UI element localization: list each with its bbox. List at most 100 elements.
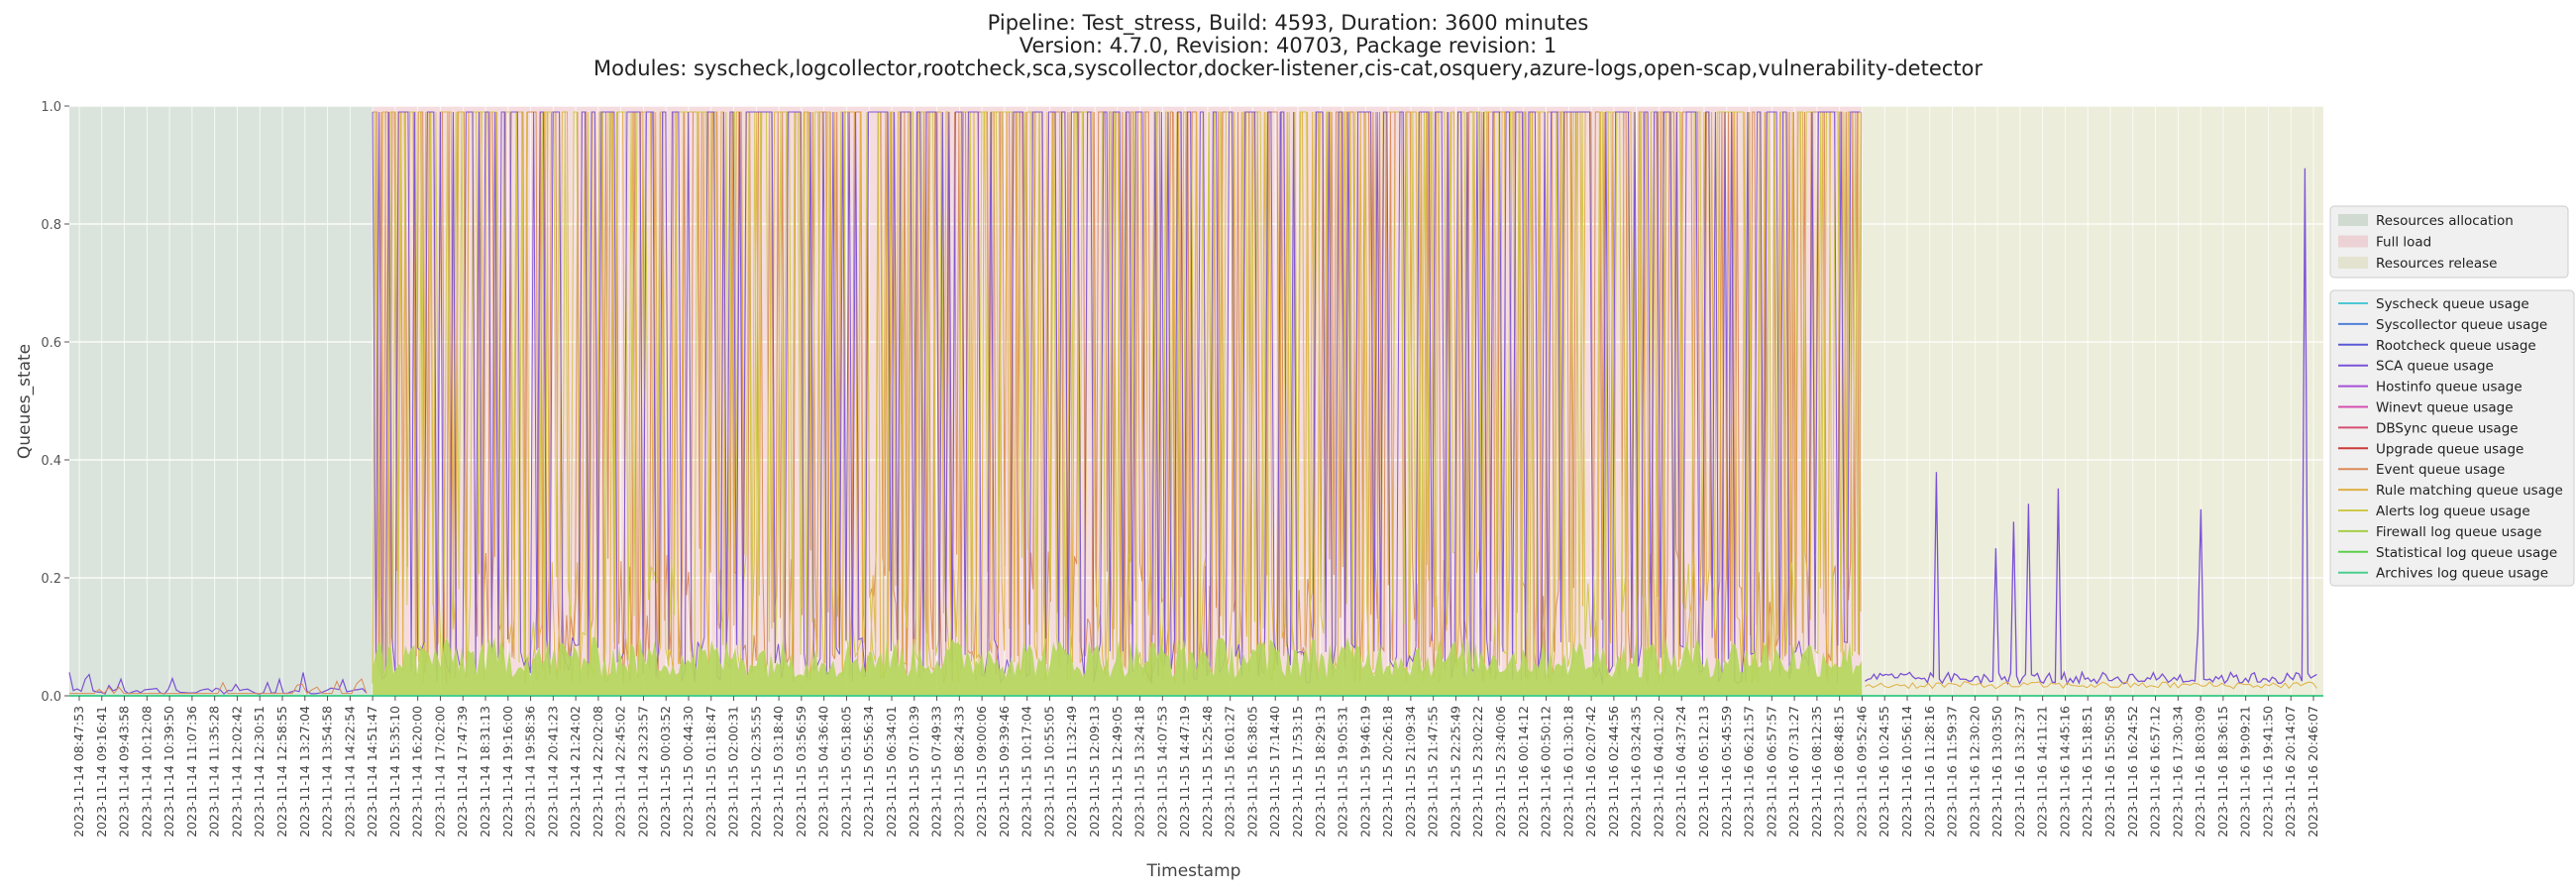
event-series-alloc [69, 678, 368, 695]
x-tick-label: 2023-11-15 15:25:48 [1200, 706, 1215, 838]
x-tick-label: 2023-11-15 14:07:53 [1154, 706, 1169, 838]
x-tick-label: 2023-11-15 05:18:05 [838, 706, 853, 838]
x-tick-label: 2023-11-14 19:58:36 [523, 706, 538, 838]
x-tick-label: 2023-11-16 15:50:58 [2102, 706, 2117, 838]
x-tick-label: 2023-11-16 18:03:09 [2193, 706, 2207, 838]
x-tick-label: 2023-11-15 19:05:31 [1336, 706, 1350, 838]
x-tick-label: 2023-11-15 17:14:40 [1267, 706, 1282, 838]
x-tick-label: 2023-11-15 20:26:18 [1380, 706, 1395, 838]
x-tick-label: 2023-11-14 17:02:00 [432, 706, 447, 838]
series-legend-box [2329, 289, 2575, 587]
x-tick-label: 2023-11-16 19:41:50 [2260, 706, 2275, 838]
x-tick-label: 2023-11-16 05:45:59 [1719, 706, 1734, 838]
x-tick-label: 2023-11-14 11:35:28 [207, 706, 222, 838]
x-tick-label: 2023-11-15 10:55:05 [1041, 706, 1056, 838]
x-tick-label: 2023-11-16 05:12:13 [1696, 706, 1711, 838]
series-legend-label: DBSync queue usage [2376, 420, 2519, 436]
x-tick-label: 2023-11-16 02:07:42 [1583, 706, 1598, 838]
x-tick-label: 2023-11-16 08:48:15 [1832, 706, 1847, 838]
x-tick-label: 2023-11-16 04:37:24 [1673, 706, 1688, 838]
phase-legend-label: Resources allocation [2376, 213, 2514, 229]
x-tick-label: 2023-11-14 15:35:10 [387, 706, 402, 838]
series-allocation-phase [68, 672, 368, 695]
x-tick-label: 2023-11-14 11:07:36 [184, 706, 199, 838]
x-tick-label: 2023-11-16 13:32:37 [2012, 706, 2027, 838]
x-tick-label: 2023-11-15 23:02:22 [1470, 706, 1485, 838]
x-tick-label: 2023-11-15 16:38:05 [1244, 706, 1259, 838]
x-tick-label: 2023-11-16 07:31:27 [1786, 706, 1801, 838]
y-tick-label: 0.2 [41, 572, 61, 587]
title-line-1: Pipeline: Test_stress, Build: 4593, Dura… [988, 11, 1589, 36]
x-tick-label: 2023-11-14 10:39:50 [161, 706, 176, 838]
x-tick-label: 2023-11-15 12:09:13 [1087, 706, 1102, 838]
x-tick-label: 2023-11-14 16:20:00 [410, 706, 425, 838]
x-tick-label: 2023-11-16 11:28:16 [1922, 706, 1937, 838]
y-tick-label: 0.4 [41, 454, 61, 469]
x-tick-label: 2023-11-15 17:53:15 [1290, 706, 1305, 838]
title-line-2: Version: 4.7.0, Revision: 40703, Package… [1020, 34, 1557, 57]
x-tick-label: 2023-11-15 03:56:59 [794, 706, 808, 838]
y-tick-label: 0.0 [41, 690, 61, 705]
series-legend-label: SCA queue usage [2376, 359, 2494, 375]
x-tick-label: 2023-11-14 12:02:42 [229, 706, 244, 838]
x-tick-label: 2023-11-16 20:14:07 [2283, 706, 2298, 838]
x-tick-label: 2023-11-16 06:57:57 [1764, 706, 1778, 838]
x-tick-label: 2023-11-16 00:50:12 [1539, 706, 1554, 838]
y-tick-label: 1.0 [41, 100, 61, 115]
x-tick-label: 2023-11-16 14:45:16 [2057, 706, 2072, 838]
series-legend-label: Statistical log queue usage [2376, 545, 2557, 561]
x-tick-label: 2023-11-14 12:30:51 [252, 706, 267, 838]
phase-legend-box [2329, 205, 2569, 279]
x-tick-label: 2023-11-14 08:47:53 [71, 706, 86, 838]
x-tick-label: 2023-11-15 21:09:34 [1403, 706, 1418, 838]
x-tick-label: 2023-11-14 21:24:02 [568, 706, 583, 838]
x-tick-label: 2023-11-16 04:01:20 [1651, 706, 1665, 838]
series-legend-label: Syscollector queue usage [2376, 317, 2547, 333]
x-axis: 2023-11-14 08:47:53 2023-11-14 09:16:41 20… [71, 696, 2320, 838]
phase-legend-swatch [2338, 214, 2368, 226]
x-tick-label: 2023-11-14 13:27:04 [297, 706, 312, 838]
x-tick-label: 2023-11-15 23:40:06 [1493, 706, 1508, 838]
series-legend: Syscheck queue usage Syscollector queue u… [2329, 289, 2575, 587]
series-legend-label: Upgrade queue usage [2376, 441, 2523, 457]
x-tick-label: 2023-11-16 10:24:55 [1877, 706, 1891, 838]
x-tick-label: 2023-11-15 07:49:33 [929, 706, 944, 838]
x-tick-label: 2023-11-15 08:24:33 [951, 706, 966, 838]
x-tick-label: 2023-11-14 09:16:41 [94, 706, 109, 838]
x-tick-label: 2023-11-16 19:09:21 [2238, 706, 2253, 838]
x-tick-label: 2023-11-15 05:56:34 [861, 706, 876, 838]
x-tick-label: 2023-11-16 18:36:15 [2215, 706, 2230, 838]
sca-series-release [1865, 168, 2317, 686]
x-tick-label: 2023-11-15 10:17:04 [1020, 706, 1034, 838]
y-tick-label: 0.8 [41, 218, 61, 233]
phase-legend-label: Full load [2376, 235, 2431, 251]
x-tick-label: 2023-11-15 18:29:13 [1313, 706, 1328, 838]
phase-legend-label: Resources release [2376, 256, 2497, 272]
phase-band-2 [1862, 106, 2323, 696]
y-axis: 0.0 0.2 0.4 0.6 0.8 1.0 [41, 100, 69, 705]
phase-legend-swatch [2338, 257, 2368, 269]
x-tick-label: 2023-11-16 16:57:12 [2148, 706, 2163, 838]
x-tick-label: 2023-11-15 00:44:30 [681, 706, 696, 838]
x-tick-label: 2023-11-16 12:30:20 [1967, 706, 1982, 838]
rule-series-release [1865, 681, 2317, 690]
series-release-phase [1865, 168, 2317, 690]
phase-band-0 [69, 106, 374, 696]
sca-series-alloc [68, 672, 368, 695]
x-tick-label: 2023-11-14 09:43:58 [117, 706, 132, 838]
x-tick-label: 2023-11-15 09:00:06 [974, 706, 989, 838]
x-tick-label: 2023-11-16 16:24:52 [2125, 706, 2140, 838]
series-legend-label: Winevt queue usage [2376, 400, 2514, 416]
x-tick-label: 2023-11-14 12:58:55 [274, 706, 289, 838]
alerts-log-band [373, 636, 1863, 696]
x-tick-label: 2023-11-16 17:30:34 [2170, 706, 2185, 838]
x-tick-label: 2023-11-15 06:34:01 [884, 706, 899, 838]
phase-legend-swatch [2338, 235, 2368, 248]
series-legend-label: Firewall log queue usage [2376, 524, 2541, 540]
x-tick-label: 2023-11-14 14:22:54 [342, 706, 357, 838]
x-tick-label: 2023-11-14 20:41:23 [545, 706, 560, 838]
x-tick-label: 2023-11-16 11:59:37 [1945, 706, 1960, 838]
